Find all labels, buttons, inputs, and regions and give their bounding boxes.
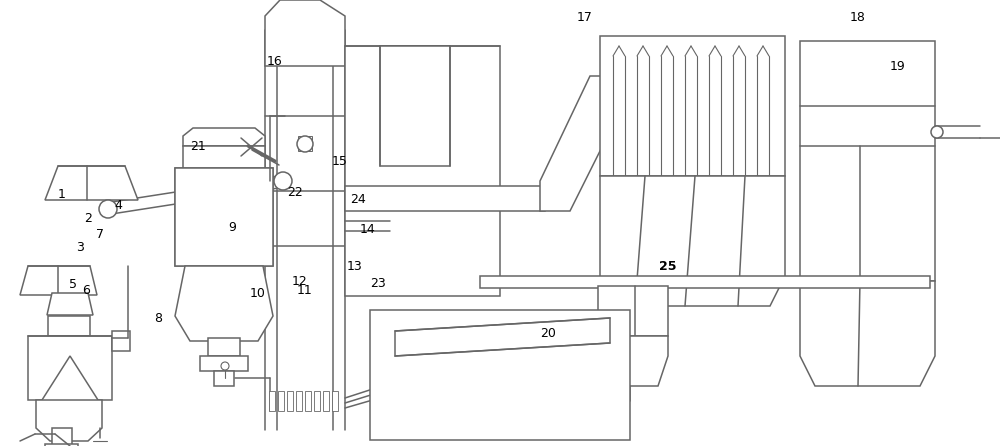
Bar bbox=[112, 331, 130, 351]
Text: 11: 11 bbox=[297, 284, 313, 297]
Bar bbox=[296, 391, 302, 411]
Polygon shape bbox=[183, 128, 265, 146]
Bar bbox=[323, 391, 329, 411]
Text: 19: 19 bbox=[890, 59, 906, 73]
Polygon shape bbox=[395, 318, 610, 356]
Polygon shape bbox=[175, 266, 273, 341]
Bar bbox=[200, 356, 248, 371]
Text: 3: 3 bbox=[76, 241, 84, 254]
Bar bbox=[48, 316, 90, 336]
Bar bbox=[305, 391, 311, 411]
Polygon shape bbox=[45, 166, 138, 200]
Text: 21: 21 bbox=[190, 140, 206, 153]
Bar bbox=[175, 168, 273, 266]
Polygon shape bbox=[20, 266, 97, 295]
Text: 14: 14 bbox=[360, 223, 376, 236]
Bar bbox=[480, 276, 930, 288]
Bar bbox=[598, 286, 668, 336]
Text: 1: 1 bbox=[58, 187, 66, 201]
Bar bbox=[183, 146, 265, 168]
Circle shape bbox=[99, 200, 117, 218]
Bar bbox=[345, 46, 500, 296]
Bar bbox=[370, 310, 630, 440]
Bar bbox=[380, 46, 450, 166]
Text: 16: 16 bbox=[267, 55, 283, 68]
Polygon shape bbox=[175, 168, 183, 266]
Text: 18: 18 bbox=[850, 11, 866, 25]
Bar bbox=[287, 391, 293, 411]
Polygon shape bbox=[47, 293, 93, 315]
Polygon shape bbox=[265, 168, 273, 266]
Circle shape bbox=[297, 136, 313, 152]
Text: 7: 7 bbox=[96, 227, 104, 241]
Polygon shape bbox=[540, 76, 620, 211]
Text: 17: 17 bbox=[577, 11, 593, 25]
Bar bbox=[45, 444, 78, 446]
Polygon shape bbox=[36, 400, 102, 441]
Bar bbox=[800, 41, 935, 281]
Circle shape bbox=[274, 172, 292, 190]
Text: 2: 2 bbox=[84, 212, 92, 225]
Polygon shape bbox=[298, 136, 312, 151]
Text: 23: 23 bbox=[370, 277, 386, 290]
Bar bbox=[314, 391, 320, 411]
Text: 4: 4 bbox=[114, 198, 122, 212]
Polygon shape bbox=[28, 336, 112, 400]
Text: 6: 6 bbox=[82, 284, 90, 297]
Text: 13: 13 bbox=[347, 260, 363, 273]
Bar bbox=[214, 371, 234, 386]
Circle shape bbox=[221, 362, 229, 370]
Text: 8: 8 bbox=[154, 312, 162, 326]
Text: 5: 5 bbox=[69, 278, 77, 291]
Polygon shape bbox=[600, 176, 785, 306]
Text: 22: 22 bbox=[287, 186, 303, 199]
Polygon shape bbox=[105, 175, 285, 215]
Polygon shape bbox=[598, 336, 668, 386]
Text: 10: 10 bbox=[250, 287, 266, 300]
Circle shape bbox=[931, 126, 943, 138]
Text: 12: 12 bbox=[292, 275, 308, 289]
Bar bbox=[332, 391, 338, 411]
Bar bbox=[269, 391, 275, 411]
Polygon shape bbox=[800, 281, 935, 386]
Bar bbox=[345, 186, 545, 211]
Text: 24: 24 bbox=[350, 193, 366, 206]
Bar bbox=[278, 391, 284, 411]
Bar bbox=[52, 428, 72, 446]
Text: 9: 9 bbox=[228, 221, 236, 234]
Text: 20: 20 bbox=[540, 327, 556, 340]
Text: 25: 25 bbox=[659, 260, 677, 273]
Bar bbox=[600, 36, 785, 176]
Polygon shape bbox=[265, 0, 345, 66]
Bar bbox=[208, 338, 240, 356]
Text: 15: 15 bbox=[332, 155, 348, 168]
